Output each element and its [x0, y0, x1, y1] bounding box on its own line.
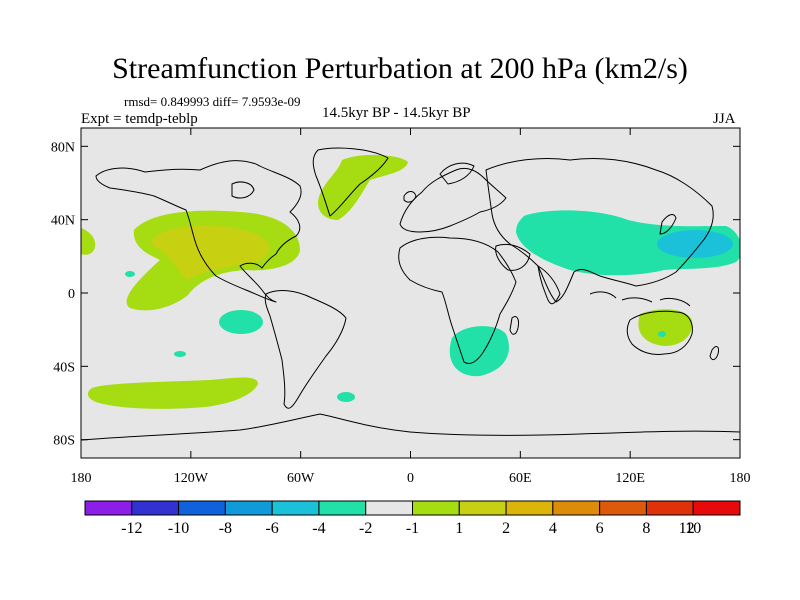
- colorbar-box: [178, 500, 226, 516]
- latitude-axis: 80N 40N 0 40S 80S: [51, 140, 740, 449]
- colorbar-label: 8: [642, 520, 650, 537]
- lon-tick-label: 60E: [509, 471, 532, 486]
- british-isles: [403, 191, 417, 203]
- contour-west-pacific-core: [657, 230, 733, 258]
- europe-coastline: [399, 167, 507, 233]
- australia-coastline: [626, 310, 693, 355]
- colorbar-box: [552, 500, 601, 516]
- contour-tiny-2: [174, 351, 186, 357]
- lat-tick-label: 80N: [51, 140, 75, 155]
- india-peninsula: [537, 265, 561, 305]
- hudson-bay: [231, 181, 255, 199]
- colorbar-box: [458, 500, 507, 516]
- colorbar-box: [224, 500, 273, 516]
- japan-islands: [659, 214, 677, 235]
- north-america-coastline: [95, 160, 302, 303]
- scandinavia: [439, 162, 475, 185]
- madagascar: [509, 315, 519, 335]
- lat-tick-label: 40S: [53, 360, 75, 375]
- greenland-coastline: [312, 147, 389, 217]
- colorbar-box: [645, 500, 694, 516]
- arabia-coastline: [495, 243, 531, 271]
- lon-tick-label: 120W: [174, 471, 209, 486]
- africa-coastline: [398, 236, 517, 365]
- new-zealand: [709, 346, 719, 361]
- period-label: 14.5kyr BP - 14.5kyr BP: [322, 105, 471, 121]
- colorbar-box: [412, 500, 460, 516]
- stats-text: rmsd= 0.849993 diff= 7.9593e-09: [124, 94, 301, 109]
- longitude-axis: 180 120W 60W 0 60E 120E 180: [71, 128, 751, 486]
- season-label: JJA: [713, 111, 736, 127]
- colorbar-label: 6: [596, 520, 604, 537]
- experiment-label: Expt = temdp-teblp: [81, 111, 198, 127]
- colorbar-label: -4: [312, 520, 325, 537]
- lon-tick-label: 60W: [287, 471, 315, 486]
- coastline-layer: [81, 147, 740, 441]
- contour-tiny-4: [658, 331, 666, 337]
- contour-fill-layer: [81, 154, 740, 409]
- contour-southern-africa-anticyclone: [449, 326, 509, 377]
- colorbar-label: -12: [121, 520, 142, 537]
- colorbar-label: -10: [168, 520, 189, 537]
- colorbar-label: -6: [265, 520, 278, 537]
- contour-southern-pacific-band: [87, 377, 259, 409]
- lat-tick-label: 80S: [53, 434, 75, 449]
- colorbar-label: 2: [502, 520, 510, 537]
- colorbar-label: -1: [406, 520, 419, 537]
- lon-tick-label: 0: [407, 471, 414, 486]
- colorbar-label: 4: [549, 520, 557, 537]
- contour-north-atlantic-greenland: [318, 154, 408, 220]
- colorbar-label: -2: [359, 520, 372, 537]
- lon-tick-label: 120E: [615, 471, 645, 486]
- contour-west-edge-blob: [81, 228, 96, 255]
- contour-central-america-core: [151, 225, 269, 280]
- colorbar-box: [692, 500, 741, 516]
- contour-australia-anomaly: [638, 309, 693, 346]
- contour-asia-pacific-band: [516, 210, 740, 276]
- colorbar-box: [271, 500, 320, 516]
- colorbar-label: 10: [685, 520, 701, 537]
- lon-tick-label: 180: [730, 471, 751, 486]
- south-america-coastline: [264, 290, 347, 409]
- colorbar-box: [84, 500, 133, 516]
- colorbar-box: [131, 500, 180, 516]
- colorbar-label: 1: [455, 520, 463, 537]
- colorbar-box: [505, 500, 554, 516]
- asia-coastline: [485, 158, 714, 303]
- lat-tick-label: 40N: [51, 214, 75, 229]
- colorbar-label: -8: [219, 520, 232, 537]
- colorbar-box: [365, 500, 414, 516]
- colorbar-box: [599, 500, 647, 516]
- lon-tick-label: 180: [71, 471, 92, 486]
- colorbar-box: [318, 500, 367, 516]
- indonesia-islands: [589, 291, 691, 307]
- contour-tiny-3: [337, 392, 355, 402]
- chart-title: Streamfunction Perturbation at 200 hPa (…: [112, 52, 688, 85]
- contour-tiny-1: [125, 271, 135, 277]
- colorbar-label: 12: [679, 520, 695, 537]
- lat-tick-label: 0: [68, 287, 75, 302]
- contour-south-pacific-small: [219, 310, 263, 334]
- antarctica-coastline: [81, 413, 740, 441]
